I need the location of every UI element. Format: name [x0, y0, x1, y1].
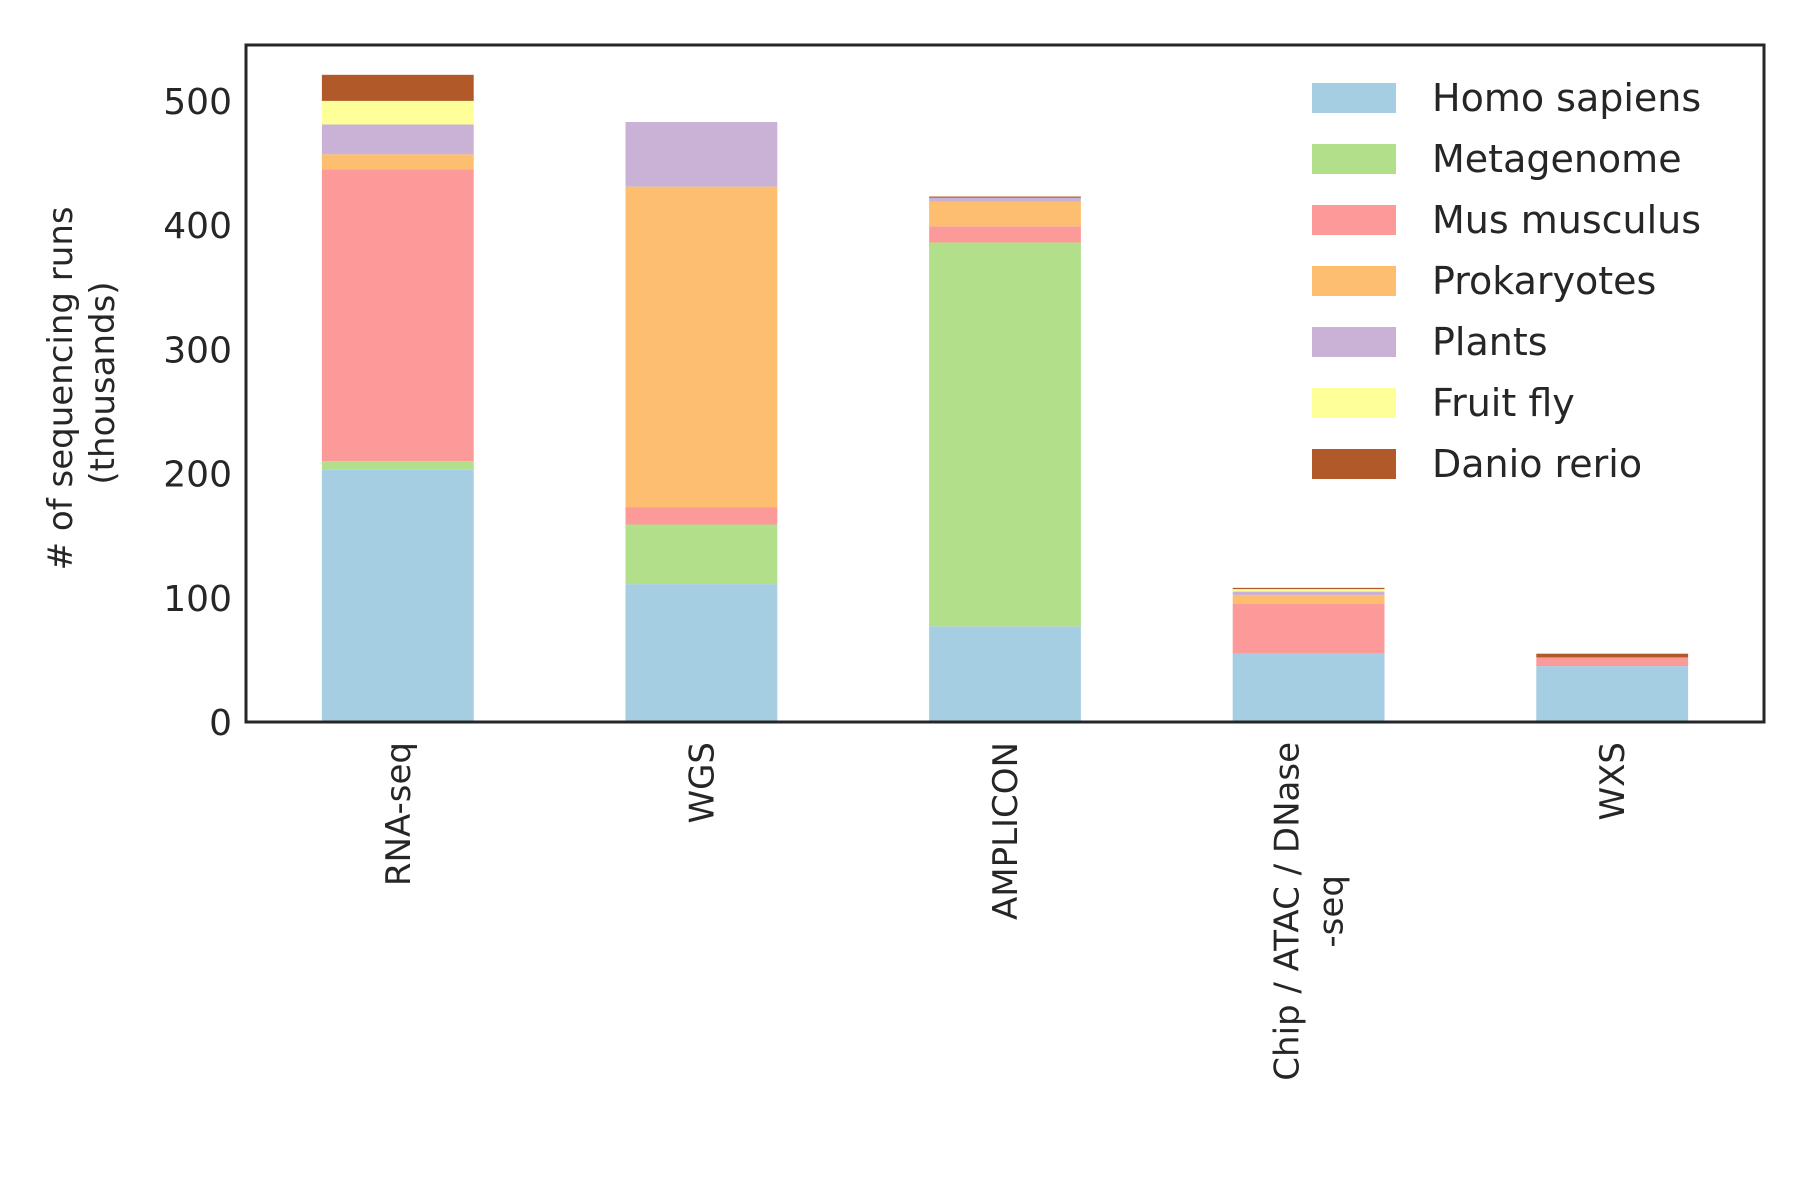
bar-segment-1-1 — [625, 524, 778, 585]
bar-segment-0-5 — [321, 100, 474, 125]
legend-label-6: Danio rerio — [1432, 442, 1642, 486]
bar-segment-3-0 — [1232, 653, 1385, 722]
bar-segment-2-6 — [929, 196, 1081, 198]
bar-segment-4-2 — [1536, 657, 1689, 667]
legend-swatch-4 — [1312, 327, 1396, 357]
y-tick-label-5: 500 — [163, 82, 232, 123]
bar-segment-3-6 — [1232, 587, 1385, 590]
bar-segment-0-2 — [321, 169, 474, 462]
x-tick-label-3-line-1: -seq — [1312, 875, 1352, 947]
legend-label-3: Prokaryotes — [1432, 259, 1656, 303]
y-tick-label-1: 100 — [163, 579, 232, 620]
legend-swatch-1 — [1312, 144, 1396, 174]
legend: Homo sapiens Metagenome Mus musculus Prokar… — [1312, 76, 1701, 486]
y-axis-ticks: 0 100 200 300 400 500 — [163, 82, 232, 744]
bar-segment-3-2 — [1232, 603, 1385, 654]
bar-segment-1-0 — [625, 584, 778, 722]
bar-segment-3-4 — [1232, 591, 1385, 596]
bar-segment-1-4 — [625, 122, 778, 187]
bar-segment-4-0 — [1536, 666, 1689, 722]
bar-segment-3-5 — [1232, 589, 1385, 592]
legend-label-1: Metagenome — [1432, 137, 1682, 181]
bar-segment-2-0 — [929, 626, 1081, 722]
bar-segment-2-2 — [929, 226, 1081, 243]
legend-swatch-2 — [1312, 205, 1396, 235]
legend-label-4: Plants — [1432, 320, 1548, 364]
x-tick-label-0-line-0: RNA-seq — [379, 742, 419, 886]
legend-swatch-6 — [1312, 449, 1396, 479]
legend-swatch-0 — [1312, 83, 1396, 113]
y-tick-label-0: 0 — [209, 703, 232, 744]
x-tick-label-3-line-0: Chip / ATAC / DNase — [1268, 742, 1308, 1081]
y-axis-title-line-1: # of sequencing runs — [41, 206, 81, 570]
y-tick-label-4: 400 — [163, 206, 232, 247]
legend-swatch-3 — [1312, 266, 1396, 296]
bar-segment-0-6 — [321, 74, 474, 101]
bar-segment-1-2 — [625, 507, 778, 525]
bars-group — [321, 74, 1689, 722]
bar-segment-0-3 — [321, 154, 474, 170]
legend-label-5: Fruit fly — [1432, 381, 1575, 425]
y-axis-title-line-2: (thousands) — [83, 281, 123, 484]
bar-segment-2-1 — [929, 242, 1081, 627]
bar-segment-0-4 — [321, 124, 474, 155]
y-tick-label-2: 200 — [163, 455, 232, 496]
bar-segment-3-3 — [1232, 595, 1385, 604]
bar-segment-4-6 — [1536, 653, 1689, 658]
bar-segment-1-3 — [625, 186, 778, 508]
x-tick-label-4-line-0: WXS — [1593, 742, 1633, 821]
bar-segment-0-0 — [321, 469, 474, 722]
y-axis-title: # of sequencing runs (thousands) — [41, 196, 123, 571]
bar-segment-2-4 — [929, 197, 1081, 202]
legend-label-2: Mus musculus — [1432, 198, 1701, 242]
bar-segment-0-1 — [321, 461, 474, 470]
legend-label-0: Homo sapiens — [1432, 76, 1701, 120]
x-tick-label-1-line-0: WGS — [682, 742, 722, 824]
bar-segment-2-3 — [929, 201, 1081, 227]
x-tick-label-2-line-0: AMPLICON — [986, 742, 1026, 920]
plot-frame — [244, 43, 1766, 724]
x-axis-labels: RNA-seq WGS AMPLICON Chip / ATAC / DNase -se… — [379, 742, 1633, 1081]
legend-swatch-5 — [1312, 388, 1396, 418]
y-tick-label-3: 300 — [163, 330, 232, 371]
